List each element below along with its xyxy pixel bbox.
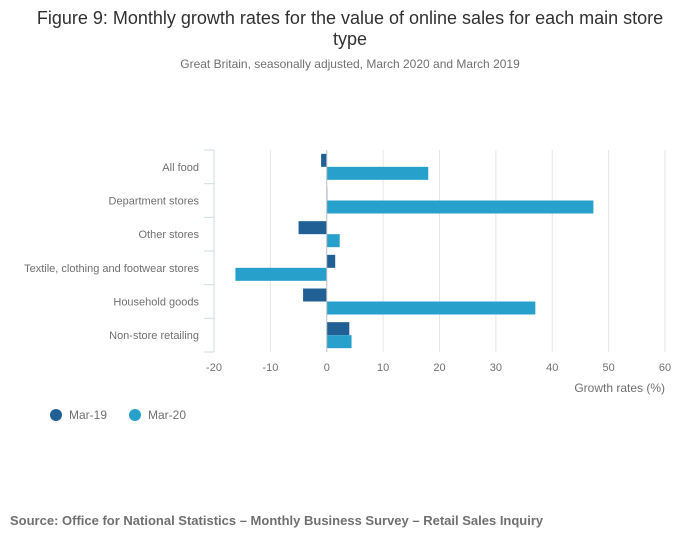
category-label-3: Textile, clothing and footwear stores <box>24 263 199 275</box>
category-label-0: All food <box>162 162 199 174</box>
chart-title: Figure 9: Monthly growth rates for the v… <box>36 8 664 49</box>
x-tick-label-50: 50 <box>603 362 615 374</box>
legend-label-mar-19: Mar-19 <box>69 408 108 422</box>
bar-mar-20-1 <box>326 200 594 214</box>
bar-mar-19-5 <box>326 322 350 336</box>
source-note: Source: Office for National Statistics –… <box>10 513 544 528</box>
x-tick-label-20: 20 <box>433 362 445 374</box>
legend-marker-mar-19 <box>50 409 62 421</box>
x-tick-label-40: 40 <box>546 362 558 374</box>
legend: Mar-19 Mar-20 <box>50 408 208 422</box>
category-label-4: Household goods <box>113 297 199 309</box>
bar-mar-20-4 <box>326 301 536 315</box>
category-label-5: Non-store retailing <box>109 330 199 342</box>
legend-marker-mar-20 <box>129 409 142 421</box>
chart-subtitle: Great Britain, seasonally adjusted, Marc… <box>180 57 520 71</box>
category-label-1: Department stores <box>109 196 200 208</box>
x-tick-label-60: 60 <box>659 362 671 374</box>
bar-mar-19-3 <box>326 254 336 268</box>
bar-mar-19-4 <box>303 288 327 302</box>
x-tick-label-0: 0 <box>324 362 330 374</box>
bar-mar-20-3 <box>235 267 327 281</box>
x-axis-title: Growth rates (%) <box>574 381 665 395</box>
category-label-2: Other stores <box>138 229 199 241</box>
x-tick-label-10: 10 <box>377 362 389 374</box>
legend-item-mar-20[interactable]: Mar-20 <box>129 408 186 422</box>
x-tick-label--20: -20 <box>206 362 222 374</box>
bar-mar-19-2 <box>298 221 327 235</box>
bar-mar-20-0 <box>326 166 429 180</box>
legend-label-mar-20: Mar-20 <box>148 408 187 422</box>
legend-item-mar-19[interactable]: Mar-19 <box>50 408 107 422</box>
bar-mar-19-0 <box>321 153 327 167</box>
x-tick-label--10: -10 <box>262 362 278 374</box>
bar-mar-20-2 <box>326 234 340 248</box>
bar-mar-20-5 <box>326 335 352 349</box>
x-tick-label-30: 30 <box>490 362 502 374</box>
